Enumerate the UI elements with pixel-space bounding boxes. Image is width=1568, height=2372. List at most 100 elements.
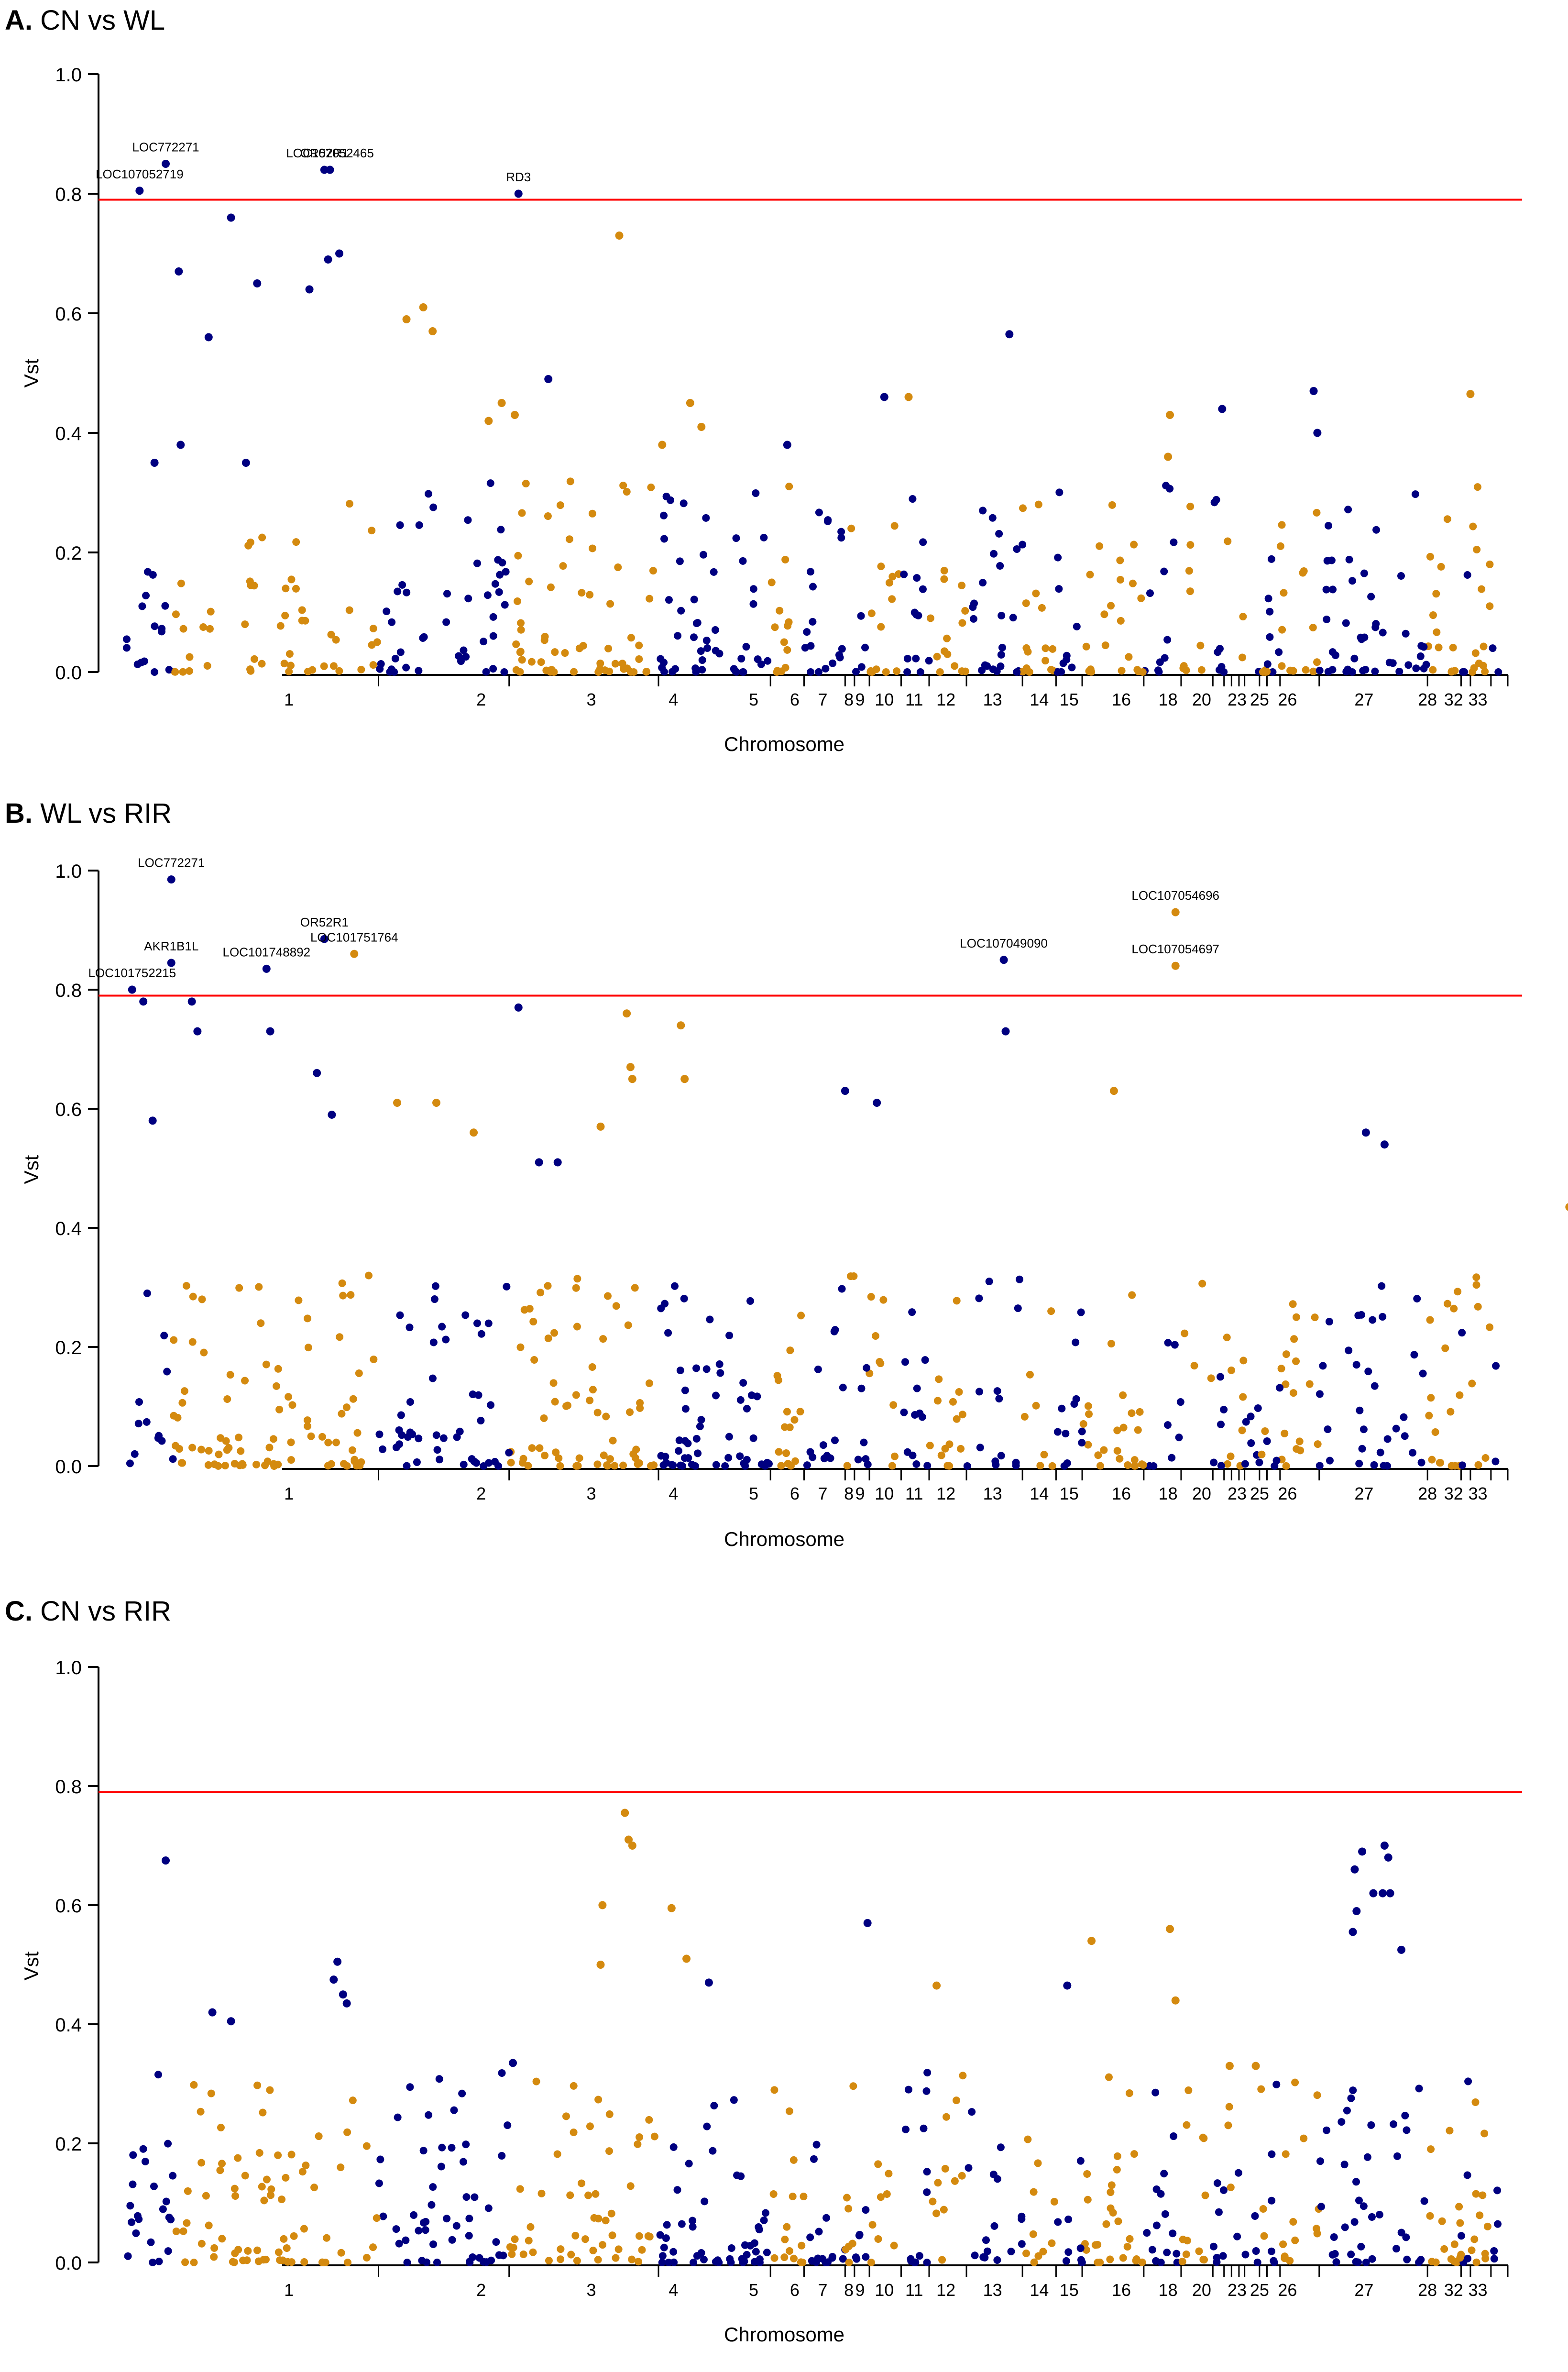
snp-point	[487, 1401, 494, 1409]
snp-point	[677, 607, 685, 615]
snp-point	[837, 528, 845, 536]
panel-label: A.	[5, 5, 40, 36]
snp-point	[344, 2259, 351, 2266]
gene-label: RD3	[506, 170, 531, 184]
snp-point	[259, 2109, 266, 2117]
snp-point	[586, 591, 593, 598]
snp-point	[732, 667, 739, 675]
snp-point	[205, 2222, 213, 2229]
chromosome-label: 14	[1030, 690, 1049, 709]
snp-point	[1084, 2196, 1092, 2204]
snp-point	[335, 250, 343, 258]
snp-point	[1464, 571, 1471, 579]
snp-point	[1383, 1462, 1391, 1470]
snp-point	[526, 2223, 534, 2231]
snp-point	[631, 1284, 639, 1291]
snp-point	[339, 1280, 346, 1287]
snp-point	[1077, 2157, 1085, 2165]
snp-point	[964, 1462, 971, 1470]
snp-point	[300, 2258, 308, 2266]
snp-point	[1332, 2258, 1340, 2266]
snp-point	[628, 1075, 636, 1083]
snp-point	[866, 668, 874, 676]
snp-point	[923, 2188, 931, 2196]
snp-point	[831, 1436, 839, 1444]
snp-point	[178, 1399, 186, 1407]
snp-point	[991, 1457, 999, 1465]
snp-point	[1323, 2127, 1330, 2134]
snp-point	[1055, 585, 1063, 593]
snp-point	[1372, 526, 1380, 534]
snp-point	[844, 2205, 852, 2212]
snp-point	[420, 633, 428, 641]
snp-point	[828, 2254, 836, 2262]
snp-point	[1478, 585, 1485, 593]
snp-point	[410, 2211, 417, 2219]
snp-point	[337, 2163, 344, 2171]
snp-point	[1023, 664, 1031, 672]
snp-point	[796, 1408, 804, 1415]
chromosome-label: 12	[936, 690, 955, 709]
snp-point	[1290, 1335, 1298, 1343]
snp-point	[1166, 1925, 1174, 1933]
snp-point	[567, 2251, 575, 2259]
snp-point	[606, 600, 614, 607]
snp-point	[315, 2132, 323, 2140]
snp-point	[996, 562, 1004, 570]
snp-point	[951, 662, 958, 670]
snp-point	[142, 592, 150, 599]
snp-point	[544, 375, 552, 383]
snp-point	[415, 2227, 422, 2234]
snp-point	[677, 1462, 684, 1469]
snp-point	[1278, 626, 1286, 634]
snp-point	[1270, 2257, 1277, 2265]
snp-point	[440, 1434, 448, 1442]
snp-point	[1458, 1461, 1466, 1469]
snp-point	[806, 2233, 814, 2241]
snp-point	[619, 660, 626, 667]
snp-point	[651, 2133, 658, 2140]
snp-point	[1254, 1404, 1262, 1412]
snp-point	[1242, 1418, 1250, 1426]
snp-point	[183, 1282, 190, 1290]
panel-b: B. WL vs RIR0.00.20.40.60.81.0Vst1234567…	[5, 798, 1568, 1550]
snp-point	[1149, 2246, 1156, 2253]
snp-point	[1277, 542, 1284, 550]
snp-point	[241, 2172, 249, 2179]
snp-point	[1087, 1937, 1096, 1945]
snp-point	[609, 2231, 616, 2239]
snp-point	[487, 479, 494, 487]
snp-point	[1403, 2126, 1410, 2134]
snp-point	[867, 1293, 875, 1301]
snp-point	[849, 2240, 856, 2247]
snp-point	[231, 2185, 239, 2193]
snp-point	[393, 1444, 400, 1451]
snp-point	[1164, 1339, 1172, 1346]
snp-point	[1217, 1373, 1224, 1380]
snp-point	[958, 619, 966, 627]
snp-point	[777, 1462, 785, 1469]
snp-point	[838, 1285, 846, 1293]
panel-a: A. CN vs WL0.00.20.40.60.81.0Vst12345678…	[5, 5, 1522, 755]
snp-point	[703, 2123, 711, 2130]
snp-point	[1474, 1303, 1482, 1311]
snp-point	[170, 1412, 177, 1420]
snp-point	[1124, 1461, 1131, 1469]
snp-point	[681, 1454, 689, 1462]
snp-point	[698, 2249, 705, 2257]
snp-point	[1024, 2136, 1031, 2143]
chromosome-label: 32	[1444, 1484, 1463, 1503]
snp-point	[737, 1396, 745, 1404]
snp-point	[1078, 1439, 1086, 1446]
snp-point	[589, 1363, 596, 1371]
snp-point	[1162, 2210, 1169, 2218]
snp-point	[602, 2217, 610, 2224]
snp-point	[1436, 1459, 1444, 1467]
snp-point	[241, 1377, 249, 1384]
snp-point	[628, 2256, 636, 2263]
snp-point	[581, 2235, 589, 2243]
snp-point	[1460, 668, 1468, 676]
snp-point	[1427, 1394, 1435, 1401]
snp-point	[786, 1346, 794, 1354]
snp-point	[917, 668, 924, 676]
